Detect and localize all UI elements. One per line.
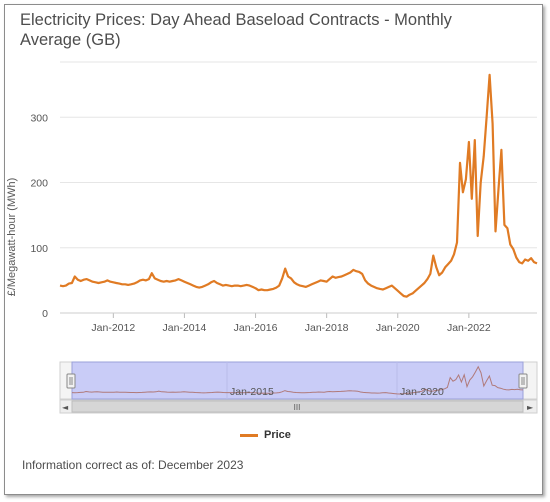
navigator-left-handle[interactable] bbox=[66, 373, 76, 389]
chart-title: Electricity Prices: Day Ahead Baseload C… bbox=[20, 11, 452, 49]
y-tick-labels: 0 100 200 300 bbox=[30, 112, 48, 320]
x-tick-label: Jan-2020 bbox=[376, 322, 420, 334]
navigator-window[interactable] bbox=[71, 361, 524, 400]
navigator[interactable]: Jan-2015 Jan-2020 bbox=[59, 361, 538, 400]
x-tick-label: Jan-2012 bbox=[91, 322, 135, 334]
scrollbar-thumb[interactable] bbox=[71, 400, 524, 413]
y-tick-label: 200 bbox=[30, 178, 48, 190]
x-tick-label: Jan-2018 bbox=[305, 322, 349, 334]
x-tick-labels: Jan-2012 Jan-2014 Jan-2016 Jan-2018 Jan-2020… bbox=[91, 313, 491, 334]
navigator-right-handle[interactable] bbox=[518, 373, 528, 389]
x-tick-label: Jan-2016 bbox=[234, 322, 278, 334]
x-tick-label: Jan-2022 bbox=[447, 322, 491, 334]
navigator-series-line bbox=[71, 365, 524, 395]
legend-label: Price bbox=[264, 429, 291, 441]
y-tick-label: 300 bbox=[30, 112, 48, 124]
y-tick-label: 0 bbox=[42, 308, 48, 320]
gridlines bbox=[60, 61, 537, 249]
price-series-line bbox=[59, 73, 538, 298]
navigator-label: Jan-2020 bbox=[400, 386, 444, 398]
legend-swatch bbox=[240, 433, 258, 437]
navigator-label: Jan-2015 bbox=[230, 386, 274, 398]
legend[interactable]: Price bbox=[240, 429, 291, 441]
footer-note: Information correct as of: December 2023 bbox=[22, 458, 244, 472]
scroll-left-arrow[interactable]: ◄ bbox=[62, 403, 69, 412]
x-tick-label: Jan-2014 bbox=[163, 322, 207, 334]
scroll-right-arrow[interactable]: ► bbox=[527, 403, 534, 412]
scrollbar-grip: III bbox=[294, 403, 301, 412]
y-tick-label: 100 bbox=[30, 243, 48, 255]
scrollbar[interactable]: ◄ ► III bbox=[59, 399, 538, 414]
